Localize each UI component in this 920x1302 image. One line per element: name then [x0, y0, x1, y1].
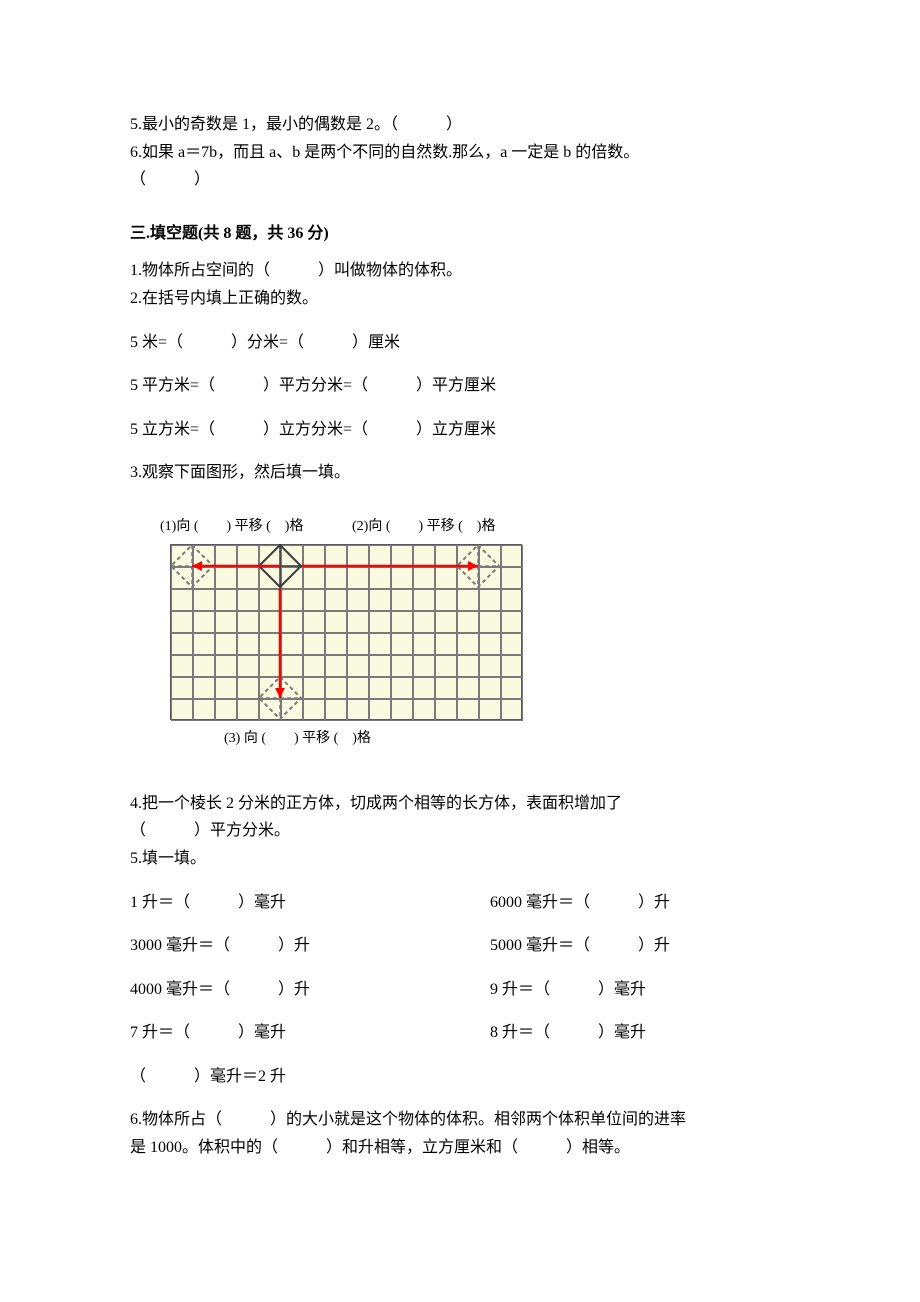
s3-q2-line3: 5 立方米=（ ）立方分米=（ ）立方厘米	[130, 417, 790, 443]
judgment-q5: 5.最小的奇数是 1，最小的偶数是 2。（ ）	[130, 112, 790, 138]
s3-q5-rows: 1 升＝（ ）毫升 6000 毫升＝（ ）升 3000 毫升＝（ ）升 5000 毫升…	[130, 874, 790, 1090]
s3-q5-row-5: （ ）毫升＝2 升	[130, 1064, 790, 1090]
s3-q6-line1: 6.物体所占（ ）的大小就是这个物体的体积。相邻两个体积单位间的进率	[130, 1107, 790, 1133]
s3-q5-row-1-right: 6000 毫升＝（ ）升	[490, 890, 790, 916]
judgment-q6-line1: 6.如果 a＝7b，而且 a、b 是两个不同的自然数.那么，a 一定是 b 的倍…	[130, 140, 790, 166]
diagram-top-labels: (1)向 ( ) 平移 ( )格 (2)向 ( ) 平移 ( )格	[160, 516, 540, 538]
diagram-grid-wrap	[170, 544, 522, 720]
diagram-grid	[170, 544, 522, 720]
s3-q5-row-2: 3000 毫升＝（ ）升 5000 毫升＝（ ）升	[130, 933, 790, 959]
s3-q4-line1: 4.把一个棱长 2 分米的正方体，切成两个相等的长方体，表面积增加了	[130, 791, 790, 817]
judgment-q6-line2: （ ）	[130, 167, 790, 193]
s3-q1: 1.物体所占空间的（ ）叫做物体的体积。	[130, 258, 790, 284]
diagram-label-3: (3) 向 ( ) 平移 ( )格	[224, 728, 540, 750]
s3-q5-row-5-left: （ ）毫升＝2 升	[130, 1064, 430, 1090]
s3-q5-row-4-right: 8 升＝（ ）毫升	[490, 1020, 790, 1046]
diagram-label-1: (1)向 ( ) 平移 ( )格	[160, 516, 348, 538]
section-3-title: 三.填空题(共 8 题，共 36 分)	[130, 221, 790, 247]
s3-q5-row-1: 1 升＝（ ）毫升 6000 毫升＝（ ）升	[130, 890, 790, 916]
s3-q5-row-2-left: 3000 毫升＝（ ）升	[130, 933, 430, 959]
s3-q2: 2.在括号内填上正确的数。	[130, 286, 790, 312]
s3-q5-row-4-left: 7 升＝（ ）毫升	[130, 1020, 430, 1046]
s3-q5-row-2-right: 5000 毫升＝（ ）升	[490, 933, 790, 959]
s3-q5-row-5-right	[490, 1064, 790, 1090]
page: 5.最小的奇数是 1，最小的偶数是 2。（ ） 6.如果 a＝7b，而且 a、b…	[0, 0, 920, 1302]
s3-q5-row-3: 4000 毫升＝（ ）升 9 升＝（ ）毫升	[130, 977, 790, 1003]
s3-q3: 3.观察下面图形，然后填一填。	[130, 460, 790, 486]
s3-q4-line2: （ ）平方分米。	[130, 818, 790, 844]
translation-diagram: (1)向 ( ) 平移 ( )格 (2)向 ( ) 平移 ( )格	[160, 516, 540, 751]
s3-q6-line2: 是 1000。体积中的（ ）和升相等，立方厘米和（ ）相等。	[130, 1135, 790, 1161]
s3-q2-line2: 5 平方米=（ ）平方分米=（ ）平方厘米	[130, 373, 790, 399]
s3-q5-row-4: 7 升＝（ ）毫升 8 升＝（ ）毫升	[130, 1020, 790, 1046]
s3-q5: 5.填一填。	[130, 846, 790, 872]
s3-q2-line1: 5 米=（ ）分米=（ ）厘米	[130, 330, 790, 356]
s3-q5-row-3-left: 4000 毫升＝（ ）升	[130, 977, 430, 1003]
s3-q5-row-3-right: 9 升＝（ ）毫升	[490, 977, 790, 1003]
s3-q5-row-1-left: 1 升＝（ ）毫升	[130, 890, 430, 916]
diagram-label-2: (2)向 ( ) 平移 ( )格	[352, 516, 540, 538]
